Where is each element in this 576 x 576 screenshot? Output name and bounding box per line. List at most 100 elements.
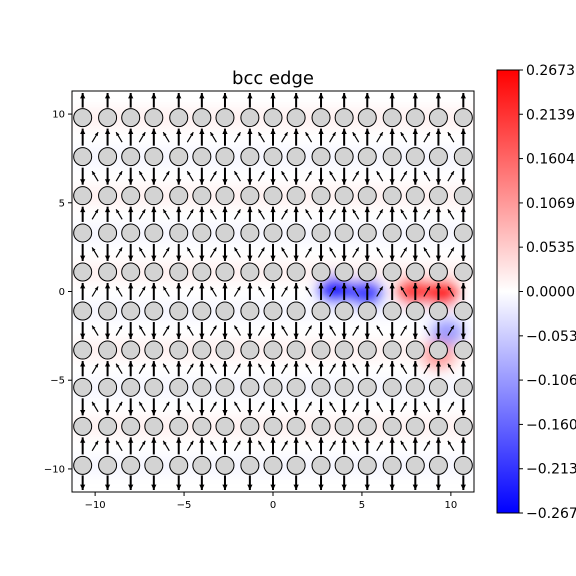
displacement-arrow: [138, 209, 146, 220]
displacement-arrow: [460, 475, 466, 490]
displacement-arrow: [128, 93, 134, 108]
displacement-arrow: [222, 282, 228, 301]
displacement-arrow: [176, 206, 182, 222]
x-tick-label: 10: [445, 500, 458, 511]
displacement-arrow: [318, 437, 324, 455]
atom-marker: [215, 377, 235, 397]
displacement-arrow: [423, 401, 431, 413]
displacement-arrow: [281, 325, 289, 336]
field-blob: [396, 278, 431, 305]
atom-marker: [240, 147, 260, 167]
displacement-arrow: [270, 167, 276, 185]
atom-marker: [334, 301, 354, 321]
atom-marker: [286, 186, 306, 206]
displacement-arrow: [222, 361, 228, 377]
displacement-arrow: [199, 282, 205, 301]
displacement-arrow: [364, 282, 370, 301]
displacement-arrow: [435, 398, 442, 416]
displacement-arrow: [364, 206, 370, 222]
displacement-arrow: [80, 243, 86, 261]
displacement-arrow: [460, 167, 466, 185]
atom-marker: [144, 416, 164, 436]
displacement-arrow: [233, 247, 241, 258]
displacement-arrow: [270, 437, 276, 455]
atom-marker: [357, 186, 377, 206]
displacement-arrow: [460, 437, 466, 455]
displacement-arrow: [281, 131, 289, 143]
displacement-arrow: [352, 286, 360, 297]
displacement-arrow: [447, 209, 455, 220]
displacement-arrow: [318, 282, 324, 301]
displacement-arrow: [329, 286, 337, 297]
displacement-arrow: [318, 243, 324, 261]
atom-marker: [286, 416, 306, 436]
displacement-arrow: [423, 247, 431, 258]
atom-marker: [144, 223, 164, 243]
displacement-arrow: [91, 247, 99, 258]
atom-marker: [286, 301, 306, 321]
atom-marker: [382, 147, 402, 167]
displacement-arrow: [400, 286, 408, 297]
displacement-arrow: [318, 167, 324, 185]
atom-marker: [144, 186, 164, 206]
displacement-arrow: [341, 128, 347, 146]
displacement-arrow: [281, 286, 289, 297]
atom-marker: [121, 108, 141, 128]
displacement-arrow: [305, 247, 313, 258]
colorbar-tick-label: 0.1604: [526, 152, 575, 168]
atom-marker: [121, 147, 141, 167]
displacement-arrow: [435, 128, 442, 146]
displacement-arrow: [257, 170, 265, 182]
displacement-arrow: [151, 322, 157, 340]
displacement-arrow: [151, 206, 157, 222]
atom-marker: [240, 301, 260, 321]
displacement-arrow: [376, 286, 384, 297]
displacement-arrow: [257, 131, 265, 143]
displacement-arrow: [389, 322, 395, 340]
atom-marker: [405, 262, 425, 282]
atom-marker: [192, 186, 212, 206]
displacement-arrow: [447, 401, 455, 413]
atom-marker: [121, 223, 141, 243]
displacement-arrow: [423, 131, 431, 143]
displacement-arrow: [257, 440, 265, 452]
displacement-arrow: [352, 209, 360, 220]
atom-marker: [169, 340, 189, 360]
displacement-arrow: [400, 131, 408, 143]
displacement-arrow: [151, 167, 157, 185]
displacement-arrow: [447, 440, 455, 452]
displacement-arrow: [305, 363, 313, 374]
displacement-arrow: [447, 325, 455, 336]
displacement-arrow: [80, 322, 86, 340]
displacement-arrow: [104, 361, 111, 377]
atom-marker: [263, 455, 283, 475]
atom-marker: [98, 301, 118, 321]
displacement-arrow: [138, 247, 146, 258]
atom-marker: [405, 223, 425, 243]
displacement-arrow: [91, 325, 99, 336]
atom-marker: [169, 147, 189, 167]
displacement-arrow: [389, 93, 395, 108]
atom-marker: [98, 262, 118, 282]
displacement-arrow: [270, 475, 276, 490]
displacement-arrow: [199, 322, 205, 340]
displacement-arrow: [233, 440, 241, 452]
atom-marker: [98, 416, 118, 436]
displacement-arrow: [293, 361, 299, 377]
atom-marker: [215, 340, 235, 360]
displacement-arrow: [447, 363, 455, 374]
displacement-arrow: [305, 209, 313, 220]
displacement-arrow: [364, 361, 370, 377]
atom-marker: [428, 455, 448, 475]
displacement-arrow: [115, 325, 123, 336]
atom-marker: [357, 108, 377, 128]
colorbar-tick-label: 0.1069: [526, 196, 575, 212]
displacement-arrow: [400, 363, 408, 374]
displacement-arrow: [233, 363, 241, 374]
displacement-arrow: [305, 170, 313, 182]
atom-marker: [121, 455, 141, 475]
atom-marker: [286, 223, 306, 243]
displacement-arrow: [376, 363, 384, 374]
atom-marker: [215, 262, 235, 282]
displacement-arrow: [199, 361, 205, 377]
